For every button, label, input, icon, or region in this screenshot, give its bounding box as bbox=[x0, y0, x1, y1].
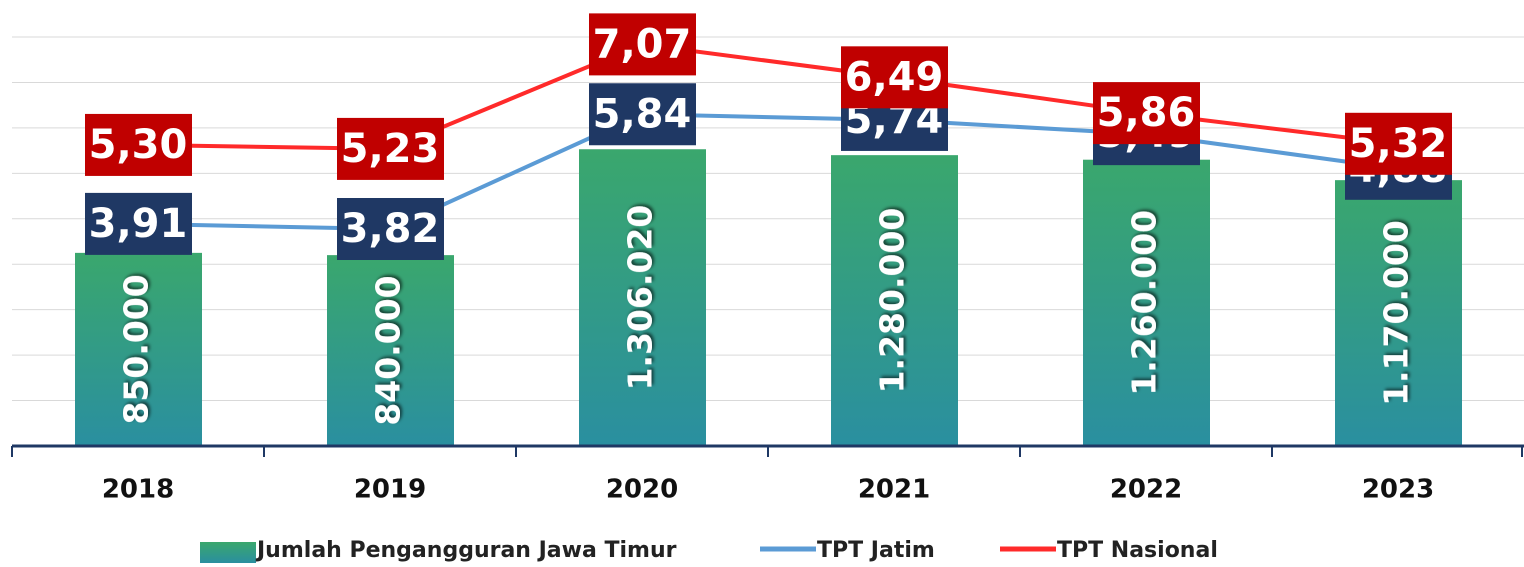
bar-value-label: 1.260.000 bbox=[1125, 210, 1164, 396]
bar-value-label: 1.280.000 bbox=[873, 208, 912, 394]
line-value-label: 5,23 bbox=[341, 126, 440, 172]
line-value-label: 7,07 bbox=[593, 21, 692, 67]
x-tick-label: 2021 bbox=[858, 475, 930, 505]
value-label-box bbox=[337, 198, 444, 261]
value-label-box bbox=[841, 46, 948, 109]
legend-label: Jumlah Pengangguran Jawa Timur bbox=[255, 538, 677, 563]
legend-label: TPT Jatim bbox=[817, 538, 935, 563]
line-value-label: 5,84 bbox=[593, 91, 692, 137]
bar-value-label: 840.000 bbox=[369, 275, 408, 425]
bar bbox=[1335, 180, 1462, 446]
bar-value-label: 1.306.020 bbox=[621, 205, 660, 391]
value-label-box bbox=[589, 13, 696, 76]
bar bbox=[831, 155, 958, 446]
value-label-box bbox=[85, 113, 192, 176]
x-tick-label: 2018 bbox=[102, 475, 174, 505]
line-value-label: 5,32 bbox=[1349, 121, 1448, 167]
line-value-label: 5,86 bbox=[1097, 90, 1196, 136]
value-label-box bbox=[337, 117, 444, 180]
value-label-box bbox=[589, 83, 696, 146]
bar-value-label: 850.000 bbox=[117, 274, 156, 424]
x-tick-label: 2019 bbox=[354, 475, 426, 505]
line-value-label: 3,82 bbox=[341, 206, 440, 252]
line bbox=[137, 42, 1399, 151]
line-value-label: 3,91 bbox=[89, 201, 188, 247]
line-value-label: 6,49 bbox=[845, 54, 944, 100]
bar bbox=[579, 149, 706, 447]
legend-label: TPT Nasional bbox=[1057, 538, 1218, 563]
x-tick-label: 2022 bbox=[1110, 475, 1182, 505]
x-tick-label: 2023 bbox=[1362, 475, 1434, 505]
bar bbox=[327, 255, 454, 446]
value-label-box bbox=[85, 192, 192, 255]
x-tick-label: 2020 bbox=[606, 475, 678, 505]
value-label-box bbox=[1345, 112, 1452, 175]
bar bbox=[75, 252, 202, 446]
bar-value-label: 1.170.000 bbox=[1377, 220, 1416, 406]
line-value-label: 5,30 bbox=[89, 122, 188, 168]
bar bbox=[1083, 159, 1210, 446]
legend: Jumlah Pengangguran Jawa Timur TPT Jatim T… bbox=[200, 538, 1218, 563]
value-label-box bbox=[1093, 82, 1200, 145]
legend-swatch bbox=[200, 542, 256, 563]
